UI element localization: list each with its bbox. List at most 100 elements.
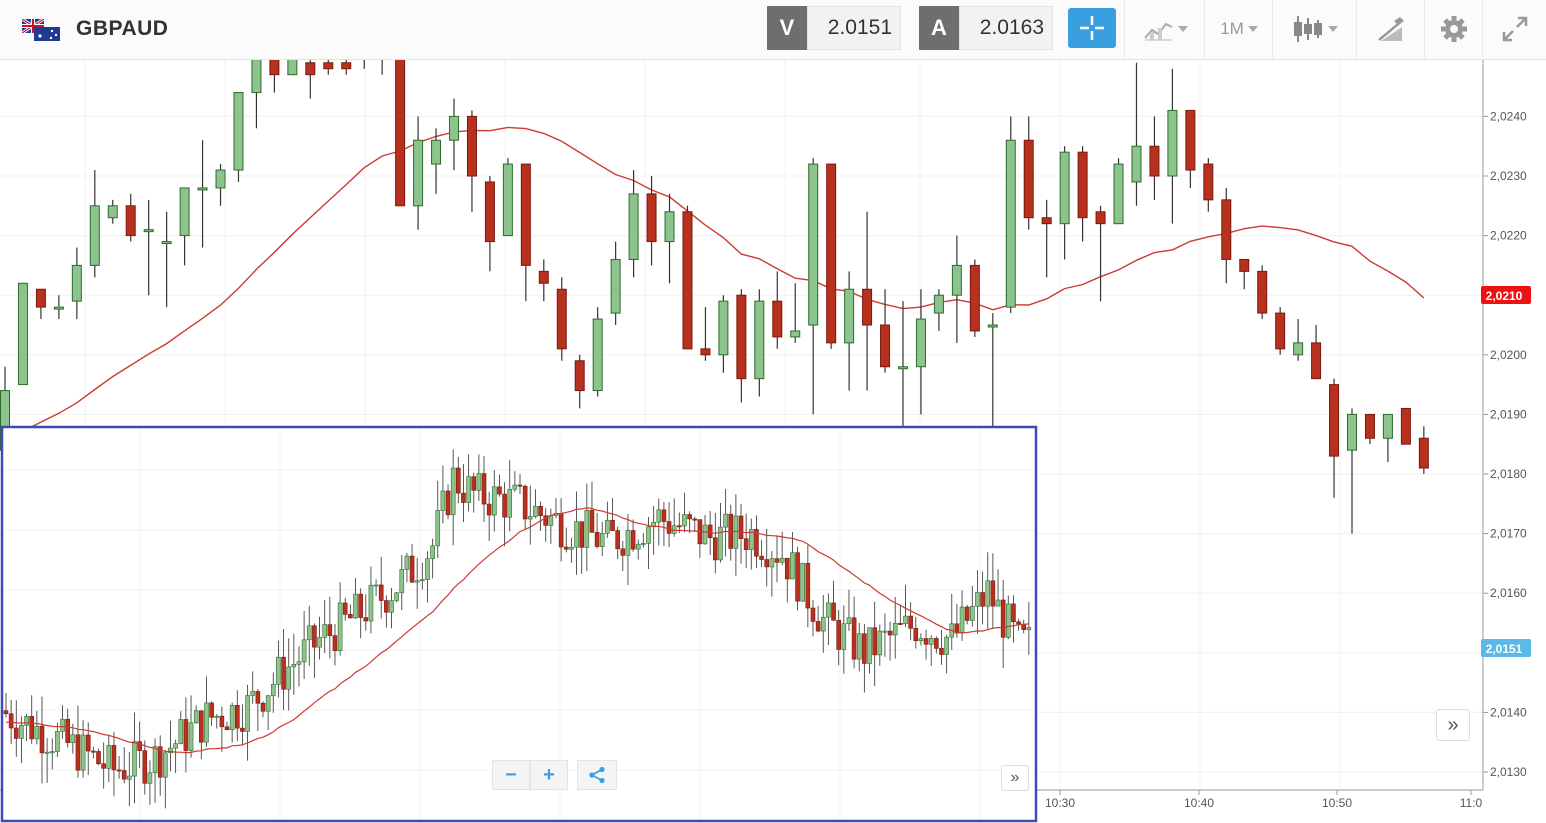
- candle: [143, 199, 154, 296]
- candle-body: [89, 205, 100, 266]
- candle: [381, 60, 383, 75]
- candle-body: [844, 288, 855, 344]
- price-chart[interactable]: 2,0240 2,0230 2,0220 2,0200 2,0190 2,0180 2,01…: [0, 60, 1546, 823]
- navigator-candle: [163, 749, 168, 809]
- navigator-candle: [435, 480, 441, 558]
- navigator-candle-body: [594, 532, 600, 547]
- navigator-candle: [985, 552, 991, 629]
- navigator-candle: [101, 742, 106, 789]
- drawing-tools-button[interactable]: [1356, 0, 1425, 58]
- candle-body: [1293, 342, 1304, 356]
- sell-price-label-text: 2,0151: [1486, 642, 1523, 656]
- chevron-down-icon: [1247, 26, 1258, 32]
- navigator-candle: [291, 633, 297, 695]
- navigator-candle: [589, 481, 595, 533]
- navigator-candle: [898, 604, 903, 625]
- navigator-candle-body: [656, 509, 662, 523]
- navigator-candle: [337, 582, 343, 656]
- navigator-candle: [574, 491, 579, 575]
- candle-body: [1005, 139, 1016, 308]
- navigator-candle: [908, 602, 913, 641]
- candle-body: [53, 306, 64, 310]
- navigator-candle: [851, 596, 857, 669]
- navigator-candle: [944, 634, 949, 674]
- navigator-candle-body: [913, 628, 919, 642]
- candle: [233, 92, 244, 182]
- navigator-candle-body: [1000, 599, 1006, 638]
- navigator-candle-body: [589, 510, 595, 533]
- navigator-candle-body: [687, 514, 692, 520]
- crosshair-button[interactable]: [1068, 8, 1116, 48]
- navigator-candle: [420, 562, 425, 590]
- candle: [363, 60, 365, 69]
- candle: [71, 247, 82, 320]
- scroll-to-latest-button[interactable]: »: [1436, 709, 1470, 741]
- candle-body: [215, 169, 226, 189]
- line-chart-icon: [1144, 22, 1173, 41]
- candle: [790, 283, 801, 343]
- candle: [1347, 408, 1357, 534]
- navigator-candle: [867, 627, 872, 674]
- gear-icon: [1441, 16, 1467, 42]
- navigator-candle-body: [635, 543, 641, 550]
- candle: [1041, 199, 1052, 278]
- navigator-candle: [538, 501, 543, 531]
- share-button[interactable]: [577, 760, 617, 790]
- navigator-candle: [121, 747, 127, 784]
- candle-type-button[interactable]: [1272, 0, 1357, 58]
- navigator-candle-body: [111, 745, 117, 771]
- zoom-in-button[interactable]: +: [530, 760, 568, 790]
- fullscreen-button[interactable]: [1482, 0, 1546, 58]
- settings-button[interactable]: [1424, 0, 1483, 58]
- navigator-candle-body: [342, 602, 348, 615]
- navigator-candle-body: [743, 538, 749, 551]
- navigator-candle-body: [70, 734, 76, 743]
- candle: [1185, 109, 1196, 188]
- candle-body: [664, 211, 675, 243]
- navigator-candle-body: [450, 467, 456, 516]
- navigator-candle: [49, 738, 55, 770]
- navigator-candle-body: [152, 746, 158, 774]
- candle: [413, 116, 424, 230]
- navigator-candle-body: [522, 485, 528, 520]
- y-tick-label: 2,0160: [1490, 586, 1527, 600]
- navigator-candle-body: [831, 602, 836, 621]
- navigator-frame: [0, 425, 1038, 823]
- candle-body: [718, 300, 729, 356]
- navigator-candle-body: [820, 616, 826, 632]
- navigator-candle-body: [312, 625, 317, 648]
- navigator-candle: [584, 483, 590, 572]
- navigator-expand-button[interactable]: »: [1001, 765, 1029, 791]
- navigator-candle: [224, 721, 230, 731]
- timeframe-dropdown[interactable]: 1M: [1204, 0, 1273, 58]
- buy-quote-button[interactable]: A 2.0163: [919, 6, 1053, 50]
- navigator-candle: [913, 617, 919, 649]
- navigator-candle: [286, 638, 292, 711]
- candle: [161, 211, 172, 308]
- navigator-candle: [820, 594, 826, 653]
- candle: [646, 176, 657, 266]
- chart-type-line-button[interactable]: [1124, 0, 1205, 58]
- navigator-candle: [363, 594, 369, 631]
- navigator-candle: [414, 557, 420, 609]
- navigator-candle-body: [240, 727, 245, 732]
- navigator-candle: [805, 545, 811, 628]
- navigator-candle-body: [841, 623, 847, 650]
- navigator-candle: [173, 739, 178, 774]
- candle: [772, 271, 783, 349]
- navigator-candle-body: [599, 533, 605, 547]
- candle-body: [71, 264, 82, 302]
- zoom-out-button[interactable]: −: [492, 760, 530, 790]
- candle-body: [466, 115, 477, 177]
- navigator-candle-body: [856, 633, 862, 660]
- navigator-candle: [887, 621, 893, 661]
- candle: [1095, 205, 1106, 302]
- candle-body: [484, 181, 495, 243]
- candle-body: [125, 205, 136, 237]
- candle: [125, 193, 136, 242]
- navigator-candle: [594, 512, 600, 549]
- navigator-candle-body: [682, 514, 687, 527]
- candle-body: [1275, 312, 1286, 350]
- navigator-candle-body: [512, 484, 518, 490]
- sell-quote-button[interactable]: V 2.0151: [767, 6, 901, 50]
